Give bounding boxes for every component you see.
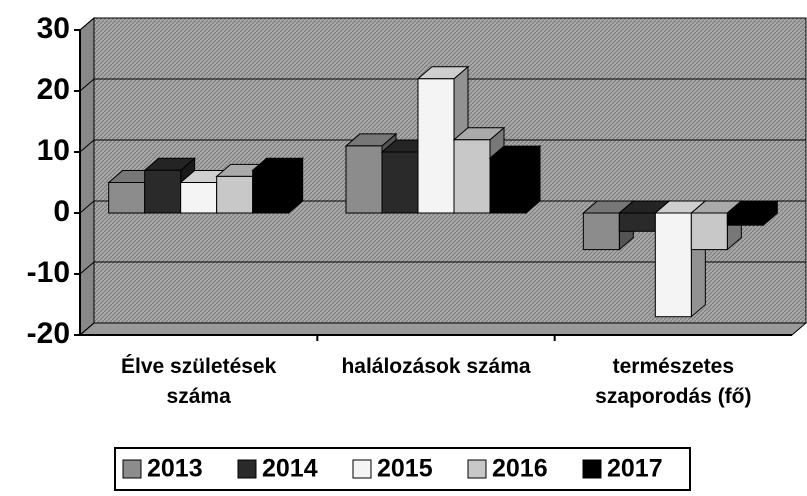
bar-front [381,151,419,214]
bar-front [726,212,764,226]
bar-front [453,139,491,214]
bar [251,157,305,215]
legend-swatch [352,459,372,479]
bar-front [654,212,692,318]
legend-label: 2015 [377,455,433,483]
bar-front [108,182,146,214]
y-tick-label: 0 [53,195,70,228]
bar-front [180,182,218,214]
grid-line [79,261,806,275]
bar-front [618,212,656,232]
legend-label: 2014 [262,455,318,483]
side-wall [79,16,95,337]
grid-line [79,139,806,153]
grid-line [79,17,806,31]
y-tick-label: -10 [27,256,70,289]
bar-front [582,212,620,251]
bar-front [252,169,290,214]
y-tick-label: 30 [37,12,70,45]
bar-front [690,212,728,251]
bar [488,145,542,215]
legend-label: 2013 [147,455,203,483]
legend-swatch [467,459,487,479]
legend-swatch [237,459,257,479]
grid-line [79,322,806,336]
grid-line [79,200,806,214]
legend-label: 2017 [607,455,663,483]
floor [78,322,807,336]
x-tick-label: Élve születések száma [121,355,277,408]
legend-swatch [122,459,142,479]
y-tick-label: 10 [37,134,70,167]
bar-front [489,157,527,214]
bar-front [144,169,182,214]
y-tick-label: -20 [27,317,70,350]
bar-front [345,145,383,214]
y-tick-label: 20 [37,73,70,106]
x-tick-label: halálozások száma [341,355,531,378]
bar [725,199,779,227]
grid-line [79,78,806,92]
bar-front [417,78,455,214]
legend-label: 2016 [492,455,548,483]
x-tick-label: természetes szaporodás (fő) [595,355,752,408]
bar-front [216,175,254,214]
legend-swatch [582,459,602,479]
